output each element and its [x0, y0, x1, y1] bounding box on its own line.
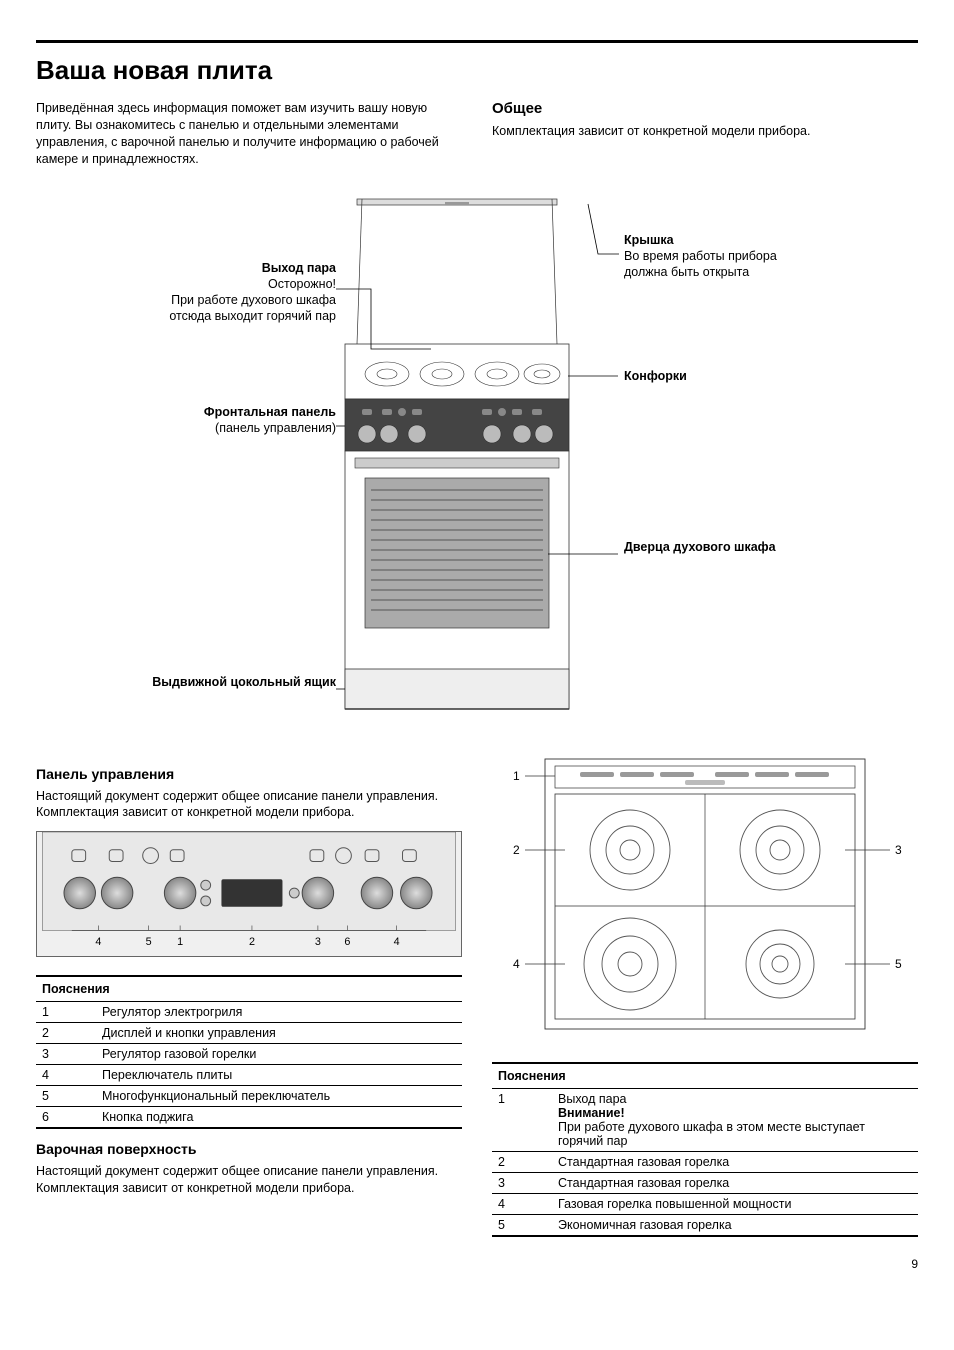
hob-row-label: Стандартная газовая горелка [552, 1151, 918, 1172]
callout-burners: Конфорки [624, 368, 784, 384]
control-panel-diagram: 4 5 1 2 3 6 4 [36, 831, 462, 957]
panel-num-0: 4 [95, 936, 101, 948]
hob-row-num: 2 [492, 1151, 552, 1172]
panel-num-5: 6 [344, 936, 350, 948]
hob-num-r1: 3 [895, 843, 902, 857]
page-number: 9 [36, 1257, 918, 1271]
hob-diagram: 1 2 4 3 5 [492, 754, 918, 1044]
panel-num-2: 1 [177, 936, 183, 948]
hob-text: Настоящий документ содержит общее описан… [36, 1163, 462, 1197]
hob-num-l2: 2 [513, 843, 520, 857]
hob-row-label: Газовая горелка повышенной мощности [552, 1193, 918, 1214]
callout-steam-title: Выход пара [262, 261, 336, 275]
panel-row-num: 4 [36, 1065, 96, 1086]
panel-row-num: 5 [36, 1086, 96, 1107]
general-heading: Общее [492, 100, 918, 117]
general-text: Комплектация зависит от конкретной модел… [492, 123, 918, 140]
callout-burners-title: Конфорки [624, 369, 687, 383]
callout-steam-body: Осторожно! При работе духового шкафа отс… [169, 277, 336, 324]
panel-num-6: 4 [394, 936, 400, 948]
callout-door: Дверца духового шкафа [624, 539, 784, 555]
hob-row-num: 1 [492, 1089, 552, 1152]
hob-num-l1: 1 [513, 769, 520, 783]
hob-row-label: Выход параВнимание!При работе духового ш… [552, 1089, 918, 1152]
top-rule [36, 40, 918, 43]
callout-lid-body: Во время работы прибора должна быть откр… [624, 249, 777, 279]
callout-door-title: Дверца духового шкафа [624, 540, 776, 554]
panel-row-label: Регулятор электрогриля [96, 1002, 462, 1023]
callout-lid: Крышка Во время работы прибора должна бы… [624, 232, 784, 281]
callout-front-body: (панель управления) [215, 421, 336, 435]
callout-lid-title: Крышка [624, 233, 674, 247]
panel-row-num: 1 [36, 1002, 96, 1023]
callout-drawer-title: Выдвижной цокольный ящик [152, 675, 336, 689]
hob-row-num: 4 [492, 1193, 552, 1214]
panel-num-4: 3 [315, 936, 321, 948]
hob-heading: Варочная поверхность [36, 1141, 462, 1157]
hob-legend-table: 1 Выход параВнимание!При работе духового… [492, 1089, 918, 1237]
lower-row: Панель управления Настоящий документ сод… [36, 754, 918, 1237]
hob-legend-title: Пояснения [492, 1062, 918, 1089]
intro-row: Приведённая здесь информация поможет вам… [36, 100, 918, 184]
intro-text: Приведённая здесь информация поможет вам… [36, 100, 462, 168]
panel-num-1: 5 [146, 936, 152, 948]
panel-row-label: Переключатель плиты [96, 1065, 462, 1086]
panel-row-label: Многофункциональный переключатель [96, 1086, 462, 1107]
hob-row-label: Экономичная газовая горелка [552, 1214, 918, 1236]
control-panel-heading: Панель управления [36, 766, 462, 782]
panel-num-3: 2 [249, 936, 255, 948]
panel-row-label: Кнопка поджига [96, 1107, 462, 1129]
page-title: Ваша новая плита [36, 55, 918, 86]
hob-row-num: 5 [492, 1214, 552, 1236]
control-panel-text: Настоящий документ содержит общее описан… [36, 788, 462, 822]
hob-row-num: 3 [492, 1172, 552, 1193]
callout-steam: Выход пара Осторожно! При работе духовог… [136, 260, 336, 325]
panel-row-num: 2 [36, 1023, 96, 1044]
panel-row-label: Дисплей и кнопки управления [96, 1023, 462, 1044]
hob-row-label: Стандартная газовая горелка [552, 1172, 918, 1193]
stove-diagram: Выход пара Осторожно! При работе духовог… [36, 194, 918, 734]
hob-num-l3: 4 [513, 957, 520, 971]
panel-row-num: 6 [36, 1107, 96, 1129]
callout-front: Фронтальная панель (панель управления) [136, 404, 336, 437]
panel-row-num: 3 [36, 1044, 96, 1065]
callout-drawer: Выдвижной цокольный ящик [136, 674, 336, 690]
hob-num-r2: 5 [895, 957, 902, 971]
panel-row-label: Регулятор газовой горелки [96, 1044, 462, 1065]
panel-legend-title: Пояснения [36, 975, 462, 1002]
callout-front-title: Фронтальная панель [204, 405, 336, 419]
panel-legend-table: 1 Регулятор электрогриля2 Дисплей и кноп… [36, 1002, 462, 1129]
